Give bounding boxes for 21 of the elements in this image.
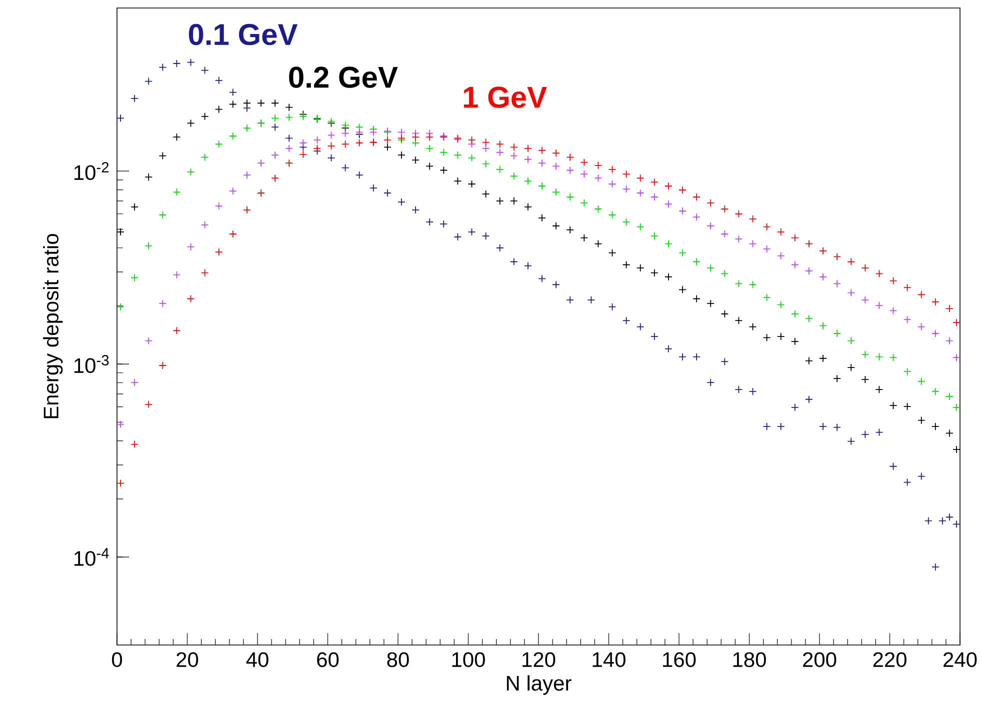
x-tick-label: 120 bbox=[522, 652, 556, 668]
series-label: 0.1 GeV bbox=[188, 24, 298, 46]
y-tick-label: 10$^{-2}$ bbox=[74, 162, 109, 180]
x-tick-label: 60 bbox=[317, 652, 339, 668]
x-tick-label: 180 bbox=[733, 652, 766, 668]
x-tick-label: 140 bbox=[592, 652, 626, 668]
x-tick-label: 220 bbox=[873, 652, 906, 668]
x-tick-label: 200 bbox=[803, 652, 836, 668]
x-tick-label: 240 bbox=[944, 652, 977, 668]
x-tick-label: 100 bbox=[452, 652, 485, 668]
series-label: 0.2 GeV bbox=[289, 66, 398, 88]
x-tick-label: 40 bbox=[246, 652, 268, 668]
y-axis-title: Energy deposit ratio bbox=[43, 234, 63, 418]
y-tick-label: 10$^{-4}$ bbox=[74, 548, 109, 566]
series-label: 1 GeV bbox=[464, 86, 547, 108]
x-axis-title: N layer bbox=[506, 675, 572, 695]
y-tick-label: 10$^{-3}$ bbox=[74, 355, 109, 374]
x-tick-label: 20 bbox=[176, 652, 198, 668]
x-tick-label: 0 bbox=[112, 652, 122, 668]
x-tick-label: 80 bbox=[387, 652, 409, 668]
x-tick-label: 160 bbox=[663, 652, 696, 668]
